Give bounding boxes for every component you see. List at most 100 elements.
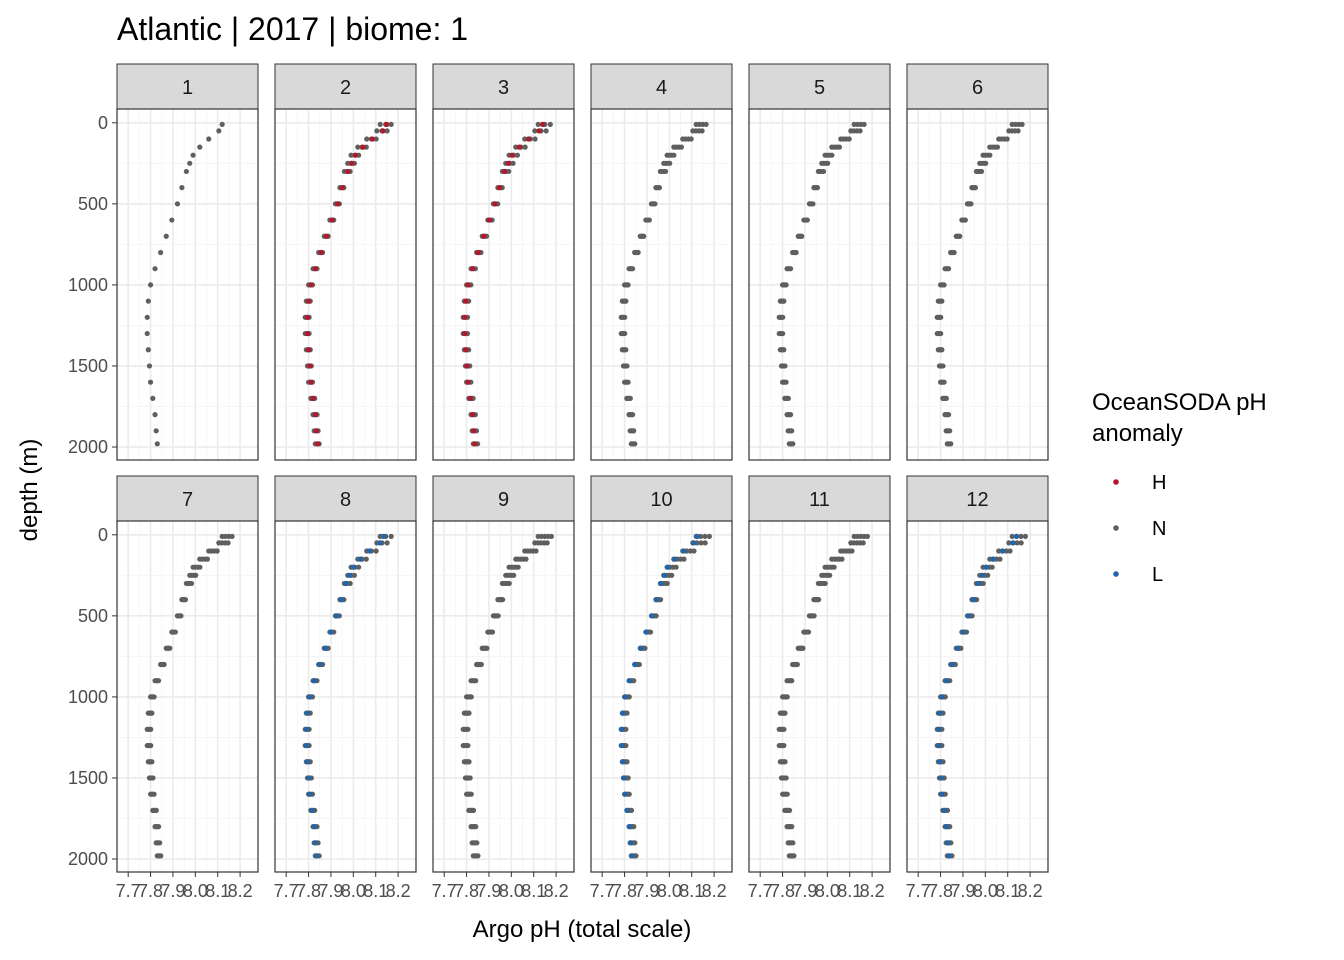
panel-points xyxy=(618,533,713,859)
data-point-N xyxy=(673,564,679,570)
data-point-N xyxy=(627,395,633,401)
data-point-N xyxy=(523,556,529,562)
x-tick-label: 7.7 xyxy=(748,881,773,901)
data-point-N xyxy=(153,428,159,434)
data-point-N xyxy=(1018,533,1024,540)
x-tick-label: 7.8 xyxy=(454,881,479,901)
data-point-N xyxy=(827,572,833,578)
data-point-N xyxy=(167,645,173,651)
data-point-N xyxy=(938,330,944,337)
data-point-L xyxy=(317,661,323,668)
data-point-N xyxy=(190,152,196,158)
data-point-N xyxy=(178,613,184,619)
data-point-L xyxy=(313,853,320,859)
data-point-L xyxy=(311,824,317,830)
facet-panel-4: 4 xyxy=(590,63,733,461)
data-point-L xyxy=(311,678,317,684)
data-point-N xyxy=(623,742,629,749)
x-tick-label: 8.0 xyxy=(499,881,524,901)
data-point-H xyxy=(472,441,478,447)
data-point-L xyxy=(306,775,312,781)
data-point-N xyxy=(388,121,394,128)
panel-points xyxy=(776,121,867,447)
x-tick-label: 8.2 xyxy=(228,881,253,901)
data-point-H xyxy=(353,152,359,158)
facet-strip-label: 9 xyxy=(498,489,509,511)
data-point-N xyxy=(814,185,821,191)
data-point-N xyxy=(781,726,787,732)
data-point-L xyxy=(1013,533,1020,540)
data-point-L xyxy=(672,556,678,562)
data-point-N xyxy=(384,540,390,546)
data-point-N xyxy=(951,249,957,256)
data-point-N xyxy=(811,613,817,619)
data-point-N xyxy=(789,428,795,434)
panel-points xyxy=(302,533,394,859)
data-point-H xyxy=(525,136,532,142)
data-point-N xyxy=(782,759,788,765)
data-point-N xyxy=(688,136,694,142)
y-axis-label: depth (m) xyxy=(16,439,43,542)
data-point-L xyxy=(307,791,313,797)
facet-strip xyxy=(116,475,259,522)
data-point-N xyxy=(822,580,828,587)
data-point-N xyxy=(158,853,164,859)
facet-strip-label: 5 xyxy=(814,77,825,99)
data-point-H xyxy=(308,379,314,385)
data-point-L xyxy=(619,742,625,749)
data-point-N xyxy=(478,661,484,668)
data-point-L xyxy=(970,597,977,603)
data-point-H xyxy=(465,282,471,288)
panel-grid xyxy=(117,109,258,460)
data-point-N xyxy=(631,678,637,684)
data-point-L xyxy=(303,742,309,749)
data-point-N xyxy=(169,217,175,223)
data-point-L xyxy=(304,759,311,765)
x-tick-label: 8.2 xyxy=(1018,881,1043,901)
data-point-N xyxy=(945,266,952,272)
data-point-N xyxy=(681,556,687,562)
data-point-N xyxy=(514,152,521,158)
data-point-N xyxy=(373,548,379,554)
data-point-N xyxy=(155,678,162,684)
data-point-N xyxy=(794,661,800,668)
facet-panel-7: 7 0 500 1000 1500 2000 7.77.87.98.08.18.2 xyxy=(68,475,259,901)
x-tick-label: 7.9 xyxy=(792,881,817,901)
data-point-L xyxy=(937,710,943,716)
data-point-N xyxy=(623,298,629,304)
data-point-N xyxy=(989,564,995,570)
data-point-N xyxy=(631,824,637,830)
data-point-N xyxy=(197,144,203,150)
x-tick-label: 7.7 xyxy=(274,881,299,901)
data-point-L xyxy=(632,661,638,668)
data-point-H xyxy=(505,160,511,166)
data-point-N xyxy=(698,540,704,546)
data-point-L xyxy=(946,853,952,859)
data-point-N xyxy=(624,363,630,369)
data-point-N xyxy=(466,710,472,716)
data-point-N xyxy=(962,217,968,223)
data-point-N xyxy=(783,775,789,781)
data-point-N xyxy=(987,152,993,158)
facet-panel-6: 6 xyxy=(906,63,1049,461)
data-point-L xyxy=(1010,540,1016,546)
data-point-N xyxy=(836,144,843,150)
data-point-L xyxy=(638,645,644,651)
data-point-L xyxy=(937,759,943,765)
data-point-H xyxy=(310,395,316,401)
data-point-N xyxy=(500,597,506,603)
data-point-L xyxy=(334,613,340,619)
panel-border xyxy=(748,520,891,873)
data-point-N xyxy=(785,395,791,401)
legend-label-N: N xyxy=(1152,518,1166,540)
data-point-N xyxy=(515,564,521,570)
data-point-N xyxy=(810,201,816,207)
data-point-N xyxy=(152,266,158,272)
data-point-H xyxy=(329,217,335,223)
data-point-N xyxy=(653,613,659,619)
data-point-N xyxy=(829,152,835,158)
facet-strip xyxy=(432,475,575,522)
x-tick-label: 8.0 xyxy=(657,881,682,901)
data-point-N xyxy=(532,128,538,134)
panel-border xyxy=(906,520,1049,873)
